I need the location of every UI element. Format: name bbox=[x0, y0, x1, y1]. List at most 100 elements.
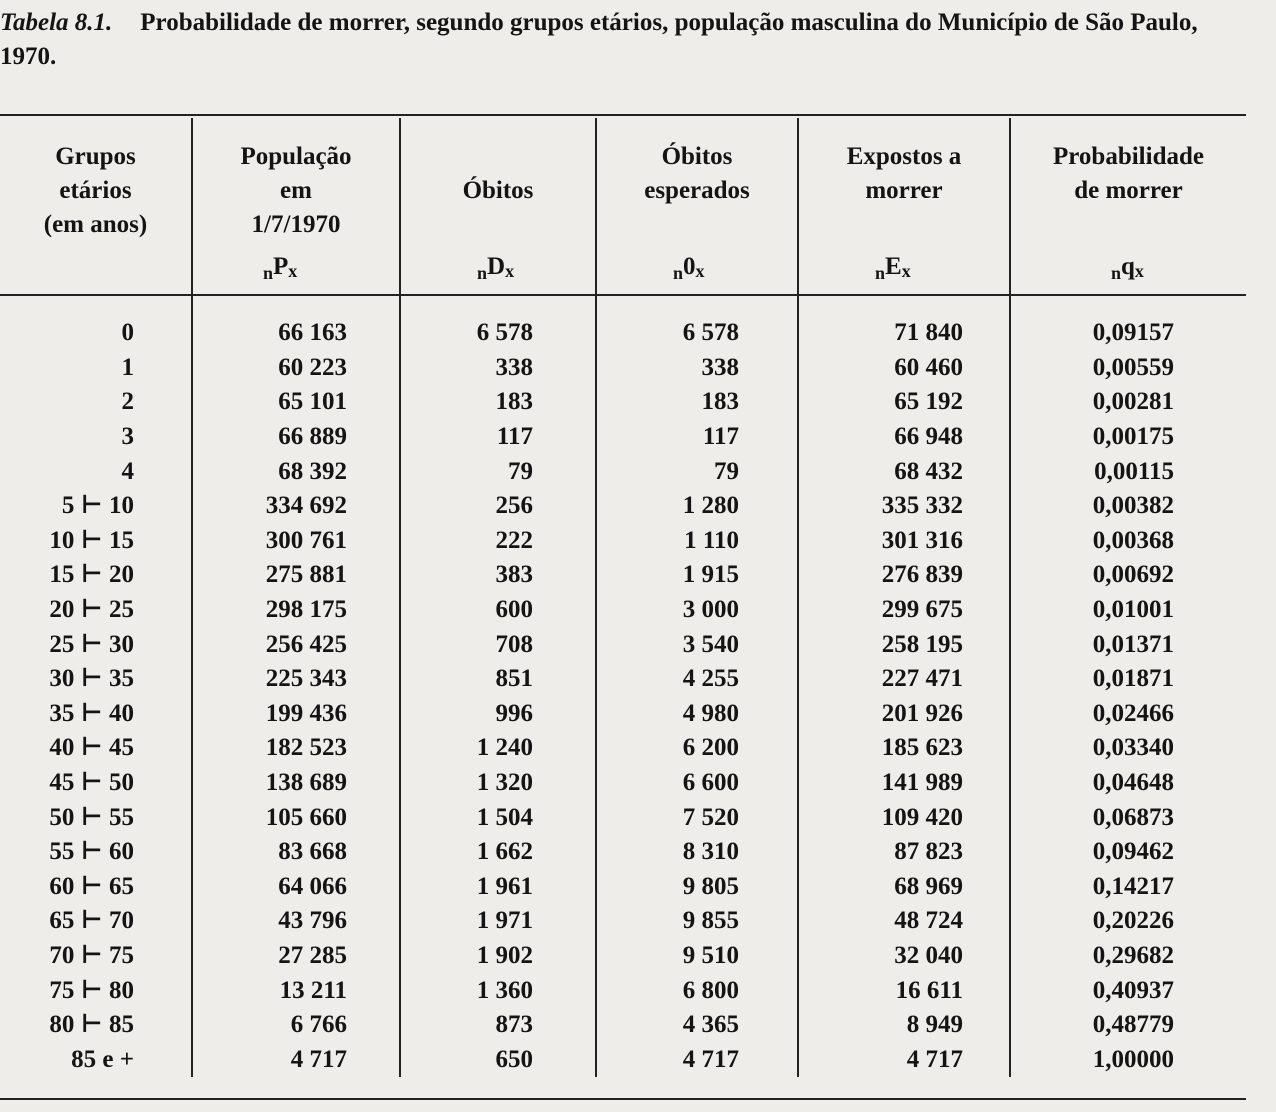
table-row: 80 ⊢ 85 6 766 873 4 365 8 949 0,48779 bbox=[0, 1007, 1246, 1043]
cell-expected-deaths: 7 520 bbox=[596, 800, 799, 835]
header-line: etários bbox=[59, 177, 132, 204]
age-group-value: 0 bbox=[121, 319, 135, 347]
cell-population: 298 175 bbox=[192, 592, 401, 628]
header-label: Óbitos bbox=[401, 140, 595, 242]
table-caption: Tabela 8.1. Probabilidade de morrer, segu… bbox=[0, 6, 1260, 74]
cell-age-group: 80 ⊢ 85 bbox=[0, 1007, 193, 1043]
cell-exposed: 185 623 bbox=[798, 731, 1011, 766]
header-line bbox=[401, 140, 595, 174]
cell-population: 256 425 bbox=[192, 627, 401, 662]
age-group-value: 80 ⊢ 85 bbox=[49, 1011, 134, 1039]
table-row: 3 66 889 117 117 66 948 0,00175 bbox=[0, 419, 1246, 455]
cell-expected-deaths: 3 540 bbox=[596, 627, 799, 662]
symbol-prefix: n bbox=[875, 263, 886, 283]
cell-probability: 0,04648 bbox=[1092, 769, 1174, 797]
symbol-main: D bbox=[487, 253, 506, 280]
cell-population: 6 766 bbox=[192, 1007, 401, 1043]
symbol-prefix: n bbox=[673, 263, 684, 283]
age-group-value: 50 ⊢ 55 bbox=[49, 803, 134, 831]
header-line: de morrer bbox=[1074, 177, 1183, 204]
cell-age-group: 15 ⊢ 20 bbox=[0, 558, 193, 593]
cell-expected-deaths: 117 bbox=[596, 419, 799, 455]
cell-deaths: 1 961 bbox=[400, 869, 597, 905]
age-group-value: 10 ⊢ 15 bbox=[49, 526, 134, 554]
cell-deaths: 600 bbox=[400, 592, 597, 628]
symbol-main: E bbox=[885, 253, 902, 280]
cell-age-group: 75 ⊢ 80 bbox=[0, 973, 193, 1008]
cell-deaths: 1 662 bbox=[400, 834, 597, 870]
cell-exposed: 8 949 bbox=[798, 1007, 1011, 1043]
header-line: 1/7/1970 bbox=[251, 211, 341, 238]
age-group-value: 30 ⊢ 35 bbox=[49, 665, 134, 693]
age-group-value: 2 bbox=[121, 388, 135, 416]
age-group-value: 85 e + bbox=[71, 1045, 134, 1073]
cell-population: 334 692 bbox=[192, 488, 401, 524]
cell-probability: 0,06873 bbox=[1092, 803, 1174, 831]
cell-deaths: 1 971 bbox=[400, 904, 597, 939]
age-group-value: 4 bbox=[121, 457, 135, 485]
cell-deaths: 338 bbox=[400, 350, 597, 386]
cell-population: 66 889 bbox=[192, 419, 401, 455]
header-line: Óbitos bbox=[462, 177, 534, 204]
header-line bbox=[799, 208, 1009, 242]
cell-exposed: 60 460 bbox=[798, 350, 1011, 386]
cell-exposed: 299 675 bbox=[798, 592, 1011, 628]
header-label: Expostos a morrer bbox=[799, 140, 1009, 242]
cell-deaths: 708 bbox=[400, 627, 597, 662]
cell-age-group: 40 ⊢ 45 bbox=[0, 731, 193, 766]
table-row: 85 e +4 717 650 4 717 4 717 1,00000 bbox=[0, 1042, 1246, 1078]
mortality-table: Grupos etários (em anos) População em 1/7/197… bbox=[0, 118, 1246, 1078]
cell-probability: 0,20226 bbox=[1092, 907, 1174, 935]
bottom-rule bbox=[0, 1098, 1246, 1100]
cell-expected-deaths: 6 800 bbox=[596, 973, 799, 1008]
cell-exposed: 201 926 bbox=[798, 696, 1011, 732]
cell-age-group: 25 ⊢ 30 bbox=[0, 627, 193, 662]
cell-probability: 0,09462 bbox=[1092, 838, 1174, 866]
age-group-value: 5 ⊢ 10 bbox=[61, 492, 134, 520]
cell-expected-deaths: 183 bbox=[596, 385, 799, 420]
cell-population: 68 392 bbox=[192, 454, 401, 489]
symbol-subscript: x bbox=[695, 261, 705, 281]
cell-expected-deaths: 4 255 bbox=[596, 661, 799, 697]
cell-age-group: 35 ⊢ 40 bbox=[0, 696, 193, 732]
age-group-value: 15 ⊢ 20 bbox=[49, 561, 134, 589]
symbol-prefix: n bbox=[477, 263, 488, 283]
header-line: Óbitos bbox=[661, 143, 733, 170]
cell-deaths: 1 320 bbox=[400, 765, 597, 801]
cell-age-group: 50 ⊢ 55 bbox=[0, 800, 193, 835]
cell-deaths: 6 578 bbox=[400, 296, 597, 351]
symbol-main: q bbox=[1121, 253, 1135, 280]
symbol-prefix: n bbox=[263, 263, 274, 283]
cell-population: 65 101 bbox=[192, 385, 401, 420]
cell-expected-deaths: 4 717 bbox=[596, 1042, 799, 1078]
cell-age-group: 2 bbox=[0, 385, 193, 420]
header-line: Expostos a bbox=[846, 143, 962, 170]
cell-deaths: 851 bbox=[400, 661, 597, 697]
table-row: 25 ⊢ 30 256 425 708 3 540 258 195 0,01371 bbox=[0, 627, 1246, 662]
symbol-subscript: x bbox=[1134, 261, 1144, 281]
symbol-subscript: x bbox=[505, 261, 515, 281]
cell-deaths: 117 bbox=[400, 419, 597, 455]
cell-probability: 0,00692 bbox=[1092, 561, 1174, 589]
cell-deaths: 79 bbox=[400, 454, 597, 489]
cell-deaths: 1 240 bbox=[400, 731, 597, 766]
cell-expected-deaths: 4 980 bbox=[596, 696, 799, 732]
cell-population: 105 660 bbox=[192, 800, 401, 835]
cell-exposed: 141 989 bbox=[798, 765, 1011, 801]
cell-probability: 0,03340 bbox=[1092, 734, 1174, 762]
table-row: 40 ⊢ 45 182 523 1 240 6 200 185 623 0,03340 bbox=[0, 731, 1246, 766]
header-expected-deaths: Óbitos esperados n0x bbox=[596, 118, 799, 296]
header-line: em bbox=[280, 177, 312, 204]
cell-probability: 0,01371 bbox=[1092, 630, 1174, 658]
header-line bbox=[597, 208, 797, 242]
cell-age-group: 3 bbox=[0, 419, 193, 455]
cell-expected-deaths: 3 000 bbox=[596, 592, 799, 628]
table-row: 70 ⊢ 75 27 285 1 902 9 510 32 040 0,29682 bbox=[0, 938, 1246, 974]
cell-probability: 1,00000 bbox=[1092, 1045, 1174, 1073]
cell-exposed: 227 471 bbox=[798, 661, 1011, 697]
cell-deaths: 383 bbox=[400, 558, 597, 593]
cell-deaths: 996 bbox=[400, 696, 597, 732]
cell-expected-deaths: 1 280 bbox=[596, 488, 799, 524]
table-row: 1 60 223 338 338 60 460 0,00559 bbox=[0, 350, 1246, 386]
